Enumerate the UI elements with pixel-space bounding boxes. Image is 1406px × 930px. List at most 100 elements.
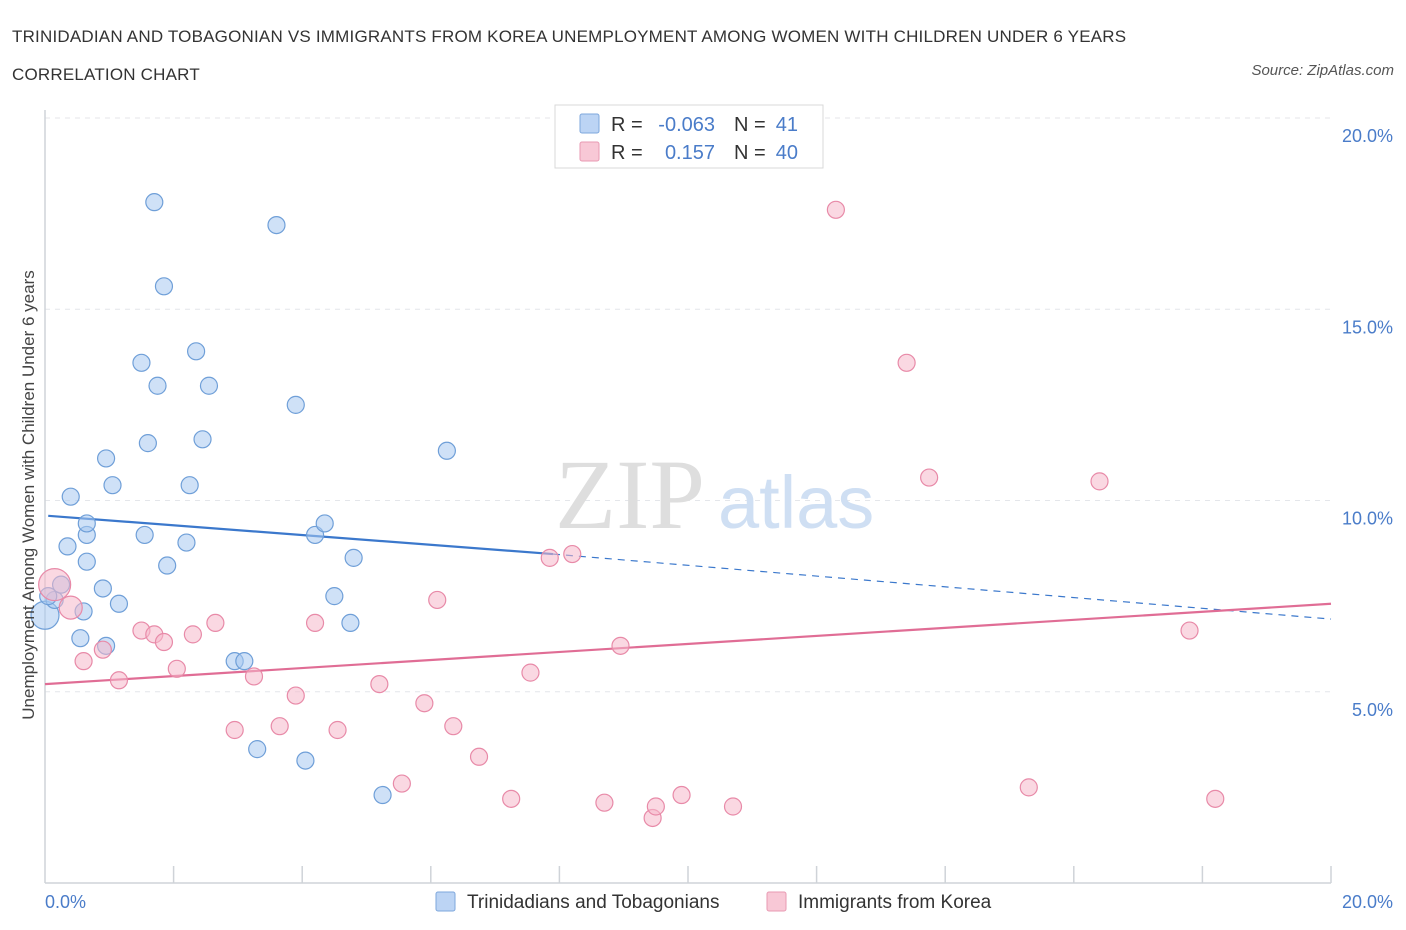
point-korea-24 bbox=[521, 663, 540, 682]
point-korea-0 bbox=[38, 568, 72, 602]
point-trinidadian-32 bbox=[296, 751, 315, 770]
point-trinidadian-12 bbox=[96, 449, 116, 468]
stats-legend-swatch-blue bbox=[579, 113, 600, 134]
stats-r-label-blue: R = bbox=[611, 114, 643, 136]
watermark-zip: ZIP bbox=[555, 439, 705, 550]
point-korea-35 bbox=[920, 468, 939, 487]
point-trinidadian-20 bbox=[154, 277, 174, 296]
point-trinidadian-17 bbox=[138, 434, 157, 453]
point-korea-22 bbox=[469, 747, 489, 766]
stats-r-value-pink: 0.157 bbox=[665, 142, 715, 164]
x-tick-marks bbox=[172, 866, 1332, 883]
stats-r-label-pink: R = bbox=[611, 142, 643, 164]
point-korea-28 bbox=[611, 636, 630, 655]
stats-n-value-pink: 40 bbox=[776, 142, 798, 164]
point-trinidadian-28 bbox=[235, 652, 254, 671]
point-korea-21 bbox=[444, 717, 463, 736]
point-korea-33 bbox=[826, 200, 845, 219]
stats-legend-swatch-pink bbox=[579, 141, 600, 162]
data-points bbox=[30, 193, 1225, 828]
y-tick-label-1: 10.0% bbox=[1342, 509, 1393, 529]
point-korea-32 bbox=[723, 797, 743, 816]
point-trinidadian-15 bbox=[132, 353, 151, 372]
series-legend-swatch-pink bbox=[766, 891, 787, 912]
point-korea-19 bbox=[415, 694, 434, 713]
stats-legend: R = -0.063 N = 41 R = 0.157 N = 40 bbox=[554, 104, 824, 169]
y-tick-label-2: 15.0% bbox=[1342, 317, 1393, 337]
x-tick-label-min: 0.0% bbox=[45, 892, 86, 912]
point-korea-34 bbox=[897, 353, 916, 372]
point-korea-1 bbox=[58, 595, 83, 620]
point-korea-9 bbox=[183, 625, 202, 644]
series-legend-label-blue: Trinidadians and Tobagonians bbox=[467, 892, 719, 913]
y-tick-label-0: 5.0% bbox=[1352, 700, 1393, 720]
point-trinidadian-3 bbox=[58, 537, 77, 556]
point-korea-18 bbox=[392, 774, 411, 793]
series-legend-label-pink: Immigrants from Korea bbox=[798, 892, 992, 913]
point-korea-13 bbox=[270, 717, 289, 736]
point-korea-23 bbox=[502, 789, 521, 808]
point-korea-8 bbox=[167, 659, 186, 678]
point-korea-12 bbox=[244, 667, 264, 686]
point-trinidadian-25 bbox=[193, 430, 212, 449]
trend-line-trinidadian bbox=[48, 514, 554, 556]
point-trinidadian-30 bbox=[267, 216, 286, 235]
y-tick-label-3: 20.0% bbox=[1342, 126, 1393, 146]
point-korea-31 bbox=[672, 785, 691, 805]
point-trinidadian-35 bbox=[325, 587, 344, 606]
point-trinidadian-34 bbox=[315, 514, 334, 533]
source-label: Source: ZipAtlas.com bbox=[1251, 62, 1394, 79]
point-trinidadian-4 bbox=[61, 487, 80, 506]
point-korea-15 bbox=[305, 613, 325, 633]
point-korea-27 bbox=[595, 793, 614, 812]
point-trinidadian-24 bbox=[187, 342, 206, 361]
point-trinidadian-29 bbox=[248, 740, 267, 759]
point-korea-14 bbox=[286, 686, 305, 705]
series-legend-swatch-blue bbox=[435, 891, 456, 912]
point-korea-2 bbox=[74, 652, 93, 671]
point-trinidadian-18 bbox=[145, 193, 164, 212]
point-trinidadian-37 bbox=[344, 548, 363, 567]
stats-n-value-blue: 41 bbox=[776, 114, 798, 136]
point-korea-11 bbox=[225, 720, 244, 740]
point-trinidadian-36 bbox=[341, 613, 360, 633]
trend-line-trinidadian-extension bbox=[552, 553, 1332, 620]
point-trinidadian-5 bbox=[71, 629, 90, 648]
trend-line-korea bbox=[44, 602, 1332, 686]
point-korea-30 bbox=[646, 797, 665, 816]
point-korea-16 bbox=[328, 720, 347, 740]
point-trinidadian-39 bbox=[437, 441, 456, 460]
stats-n-label-blue: N = bbox=[734, 114, 766, 136]
point-korea-25 bbox=[540, 548, 559, 567]
point-trinidadian-16 bbox=[135, 525, 154, 545]
point-trinidadian-9 bbox=[77, 514, 96, 533]
point-korea-38 bbox=[1180, 621, 1199, 640]
point-korea-4 bbox=[109, 671, 129, 690]
series-legend: Trinidadians and Tobagonians Immigrants … bbox=[435, 891, 992, 913]
point-trinidadian-22 bbox=[177, 533, 196, 552]
x-tick-label-max: 20.0% bbox=[1342, 892, 1393, 912]
grid-lines bbox=[45, 117, 1331, 693]
point-korea-17 bbox=[370, 674, 389, 694]
point-korea-26 bbox=[563, 544, 582, 564]
point-trinidadian-19 bbox=[148, 376, 167, 395]
point-korea-37 bbox=[1090, 472, 1109, 491]
chart-title: TRINIDADIAN AND TOBAGONIAN VS IMMIGRANTS… bbox=[12, 27, 1127, 84]
point-korea-20 bbox=[428, 590, 447, 610]
point-korea-36 bbox=[1019, 778, 1038, 797]
point-korea-3 bbox=[93, 640, 112, 659]
stats-r-value-blue: -0.063 bbox=[658, 114, 715, 136]
point-trinidadian-26 bbox=[199, 376, 219, 395]
point-trinidadian-14 bbox=[109, 594, 129, 613]
point-trinidadian-13 bbox=[103, 476, 122, 495]
watermark-atlas: atlas bbox=[718, 461, 874, 544]
stats-legend-frame bbox=[554, 104, 824, 169]
y-tick-labels: 5.0% 10.0% 15.0% 20.0% bbox=[1342, 126, 1393, 720]
point-korea-10 bbox=[206, 613, 225, 633]
point-trinidadian-10 bbox=[93, 579, 112, 598]
y-axis-label: Unemployment Among Women with Children U… bbox=[19, 270, 38, 719]
point-korea-7 bbox=[154, 632, 174, 652]
point-trinidadian-38 bbox=[373, 785, 392, 805]
stats-n-label-pink: N = bbox=[734, 142, 766, 164]
